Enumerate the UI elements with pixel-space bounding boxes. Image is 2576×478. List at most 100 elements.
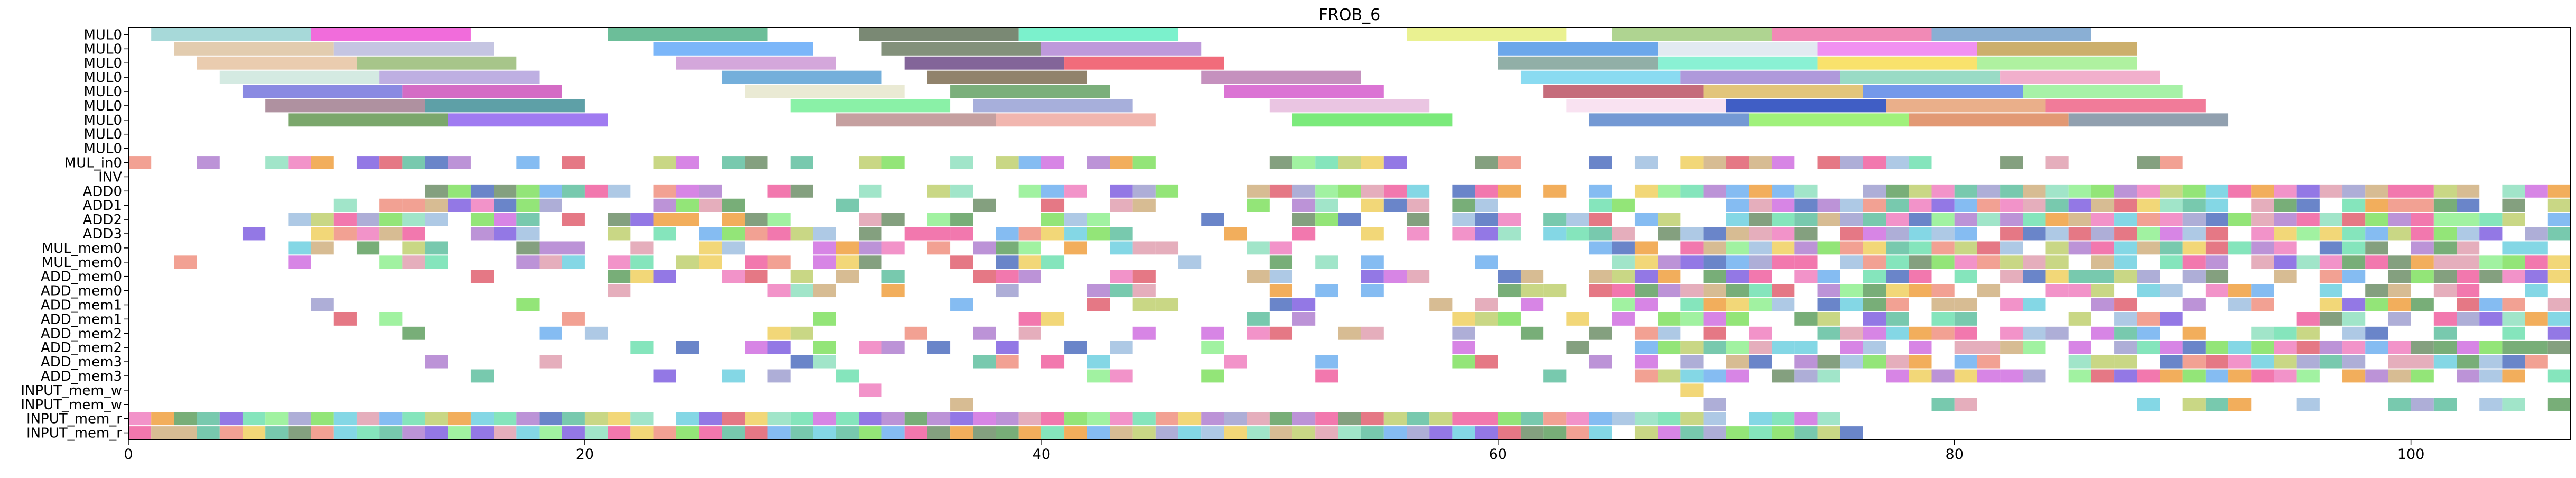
task-bar [311, 156, 334, 169]
task-bar [1498, 227, 1521, 241]
task-bar [1110, 284, 1133, 298]
task-bar [2433, 284, 2457, 298]
task-bar [2205, 184, 2229, 198]
task-bar [722, 156, 745, 169]
task-bar [1703, 341, 1726, 354]
task-bar [767, 213, 791, 226]
task-bar [950, 156, 973, 169]
task-bar [1863, 341, 1886, 354]
task-bar [539, 412, 562, 426]
task-bar [1658, 369, 1681, 383]
task-bar [356, 241, 380, 255]
task-bar [1726, 156, 1749, 169]
task-bar [174, 412, 197, 426]
task-bar [516, 184, 540, 198]
task-bar [2068, 227, 2091, 241]
task-bar [1155, 412, 1179, 426]
task-bar [2000, 298, 2023, 311]
row-label: ADD_mem2 [41, 340, 122, 356]
task-bar [2251, 355, 2274, 369]
task-bar [1041, 426, 1065, 439]
task-bar [1064, 241, 1087, 255]
task-bar [2137, 270, 2160, 283]
task-bar [2068, 113, 2229, 127]
task-bar [1498, 184, 1521, 198]
task-bar [1361, 412, 1384, 426]
task-bar [2251, 241, 2274, 255]
task-bar [1726, 227, 1749, 241]
task-bar [2023, 298, 2046, 311]
task-bar [2433, 255, 2457, 269]
task-bar [2296, 312, 2320, 326]
task-bar [1977, 198, 2001, 212]
task-bar [996, 426, 1019, 439]
task-bar [1498, 213, 1521, 226]
task-bar [1954, 398, 1977, 411]
task-bar [1749, 241, 1772, 255]
task-bar [630, 270, 654, 283]
task-bar [1041, 412, 1065, 426]
task-bar [2160, 355, 2183, 369]
task-bar [2479, 341, 2503, 354]
task-bar [1612, 227, 1635, 241]
task-bar [1132, 298, 1156, 311]
task-bar [2228, 213, 2252, 226]
task-bar [996, 241, 1019, 255]
task-bar [2182, 255, 2206, 269]
task-bar [836, 412, 859, 426]
task-bar [1817, 213, 1840, 226]
task-bar [1292, 412, 1316, 426]
task-bar [1703, 284, 1726, 298]
task-bar [1931, 298, 1955, 311]
task-bar [813, 255, 836, 269]
task-bar [2137, 312, 2160, 326]
task-bar [562, 255, 585, 269]
plot-frame [128, 27, 2571, 440]
task-bar [813, 341, 836, 354]
task-bar [1977, 341, 2001, 354]
task-bar [539, 355, 562, 369]
task-bar [516, 255, 540, 269]
task-bar [745, 156, 768, 169]
task-bar [904, 412, 927, 426]
task-bar [859, 255, 882, 269]
task-bar [1909, 326, 1932, 340]
x-axis: 0 20 40 60 80 100 [124, 440, 2424, 463]
task-bar [2160, 241, 2183, 255]
task-bar [128, 412, 152, 426]
task-bar [881, 426, 905, 439]
task-bar [356, 227, 380, 241]
task-bar [494, 426, 517, 439]
task-bar [950, 412, 973, 426]
task-bar [2296, 369, 2320, 383]
task-bar [1315, 369, 1338, 383]
task-bar [1110, 426, 1133, 439]
task-bar [2160, 198, 2183, 212]
task-bar [2388, 312, 2411, 326]
task-bar [608, 184, 631, 198]
task-bar [881, 213, 905, 226]
task-bar [1977, 184, 2001, 198]
row-label: MUL0 [84, 141, 123, 157]
task-bar [2068, 369, 2091, 383]
task-bar [1429, 412, 1453, 426]
task-bar [2137, 398, 2160, 411]
task-bar [2274, 326, 2297, 340]
task-bar [859, 184, 882, 198]
task-bar [1772, 426, 1795, 439]
task-bar [881, 341, 905, 354]
task-bar [1634, 255, 1658, 269]
task-bar [745, 255, 768, 269]
row-label: MUL0 [84, 27, 123, 43]
task-bar [379, 156, 403, 169]
task-bar [2296, 255, 2320, 269]
task-bar [174, 255, 197, 269]
task-bar [996, 284, 1019, 298]
task-bar [1110, 270, 1133, 283]
task-bar [859, 383, 882, 397]
task-bar [1132, 270, 1156, 283]
task-bar [2388, 369, 2411, 383]
task-bar [470, 227, 494, 241]
task-bar [2068, 241, 2091, 255]
task-bar [2274, 341, 2297, 354]
